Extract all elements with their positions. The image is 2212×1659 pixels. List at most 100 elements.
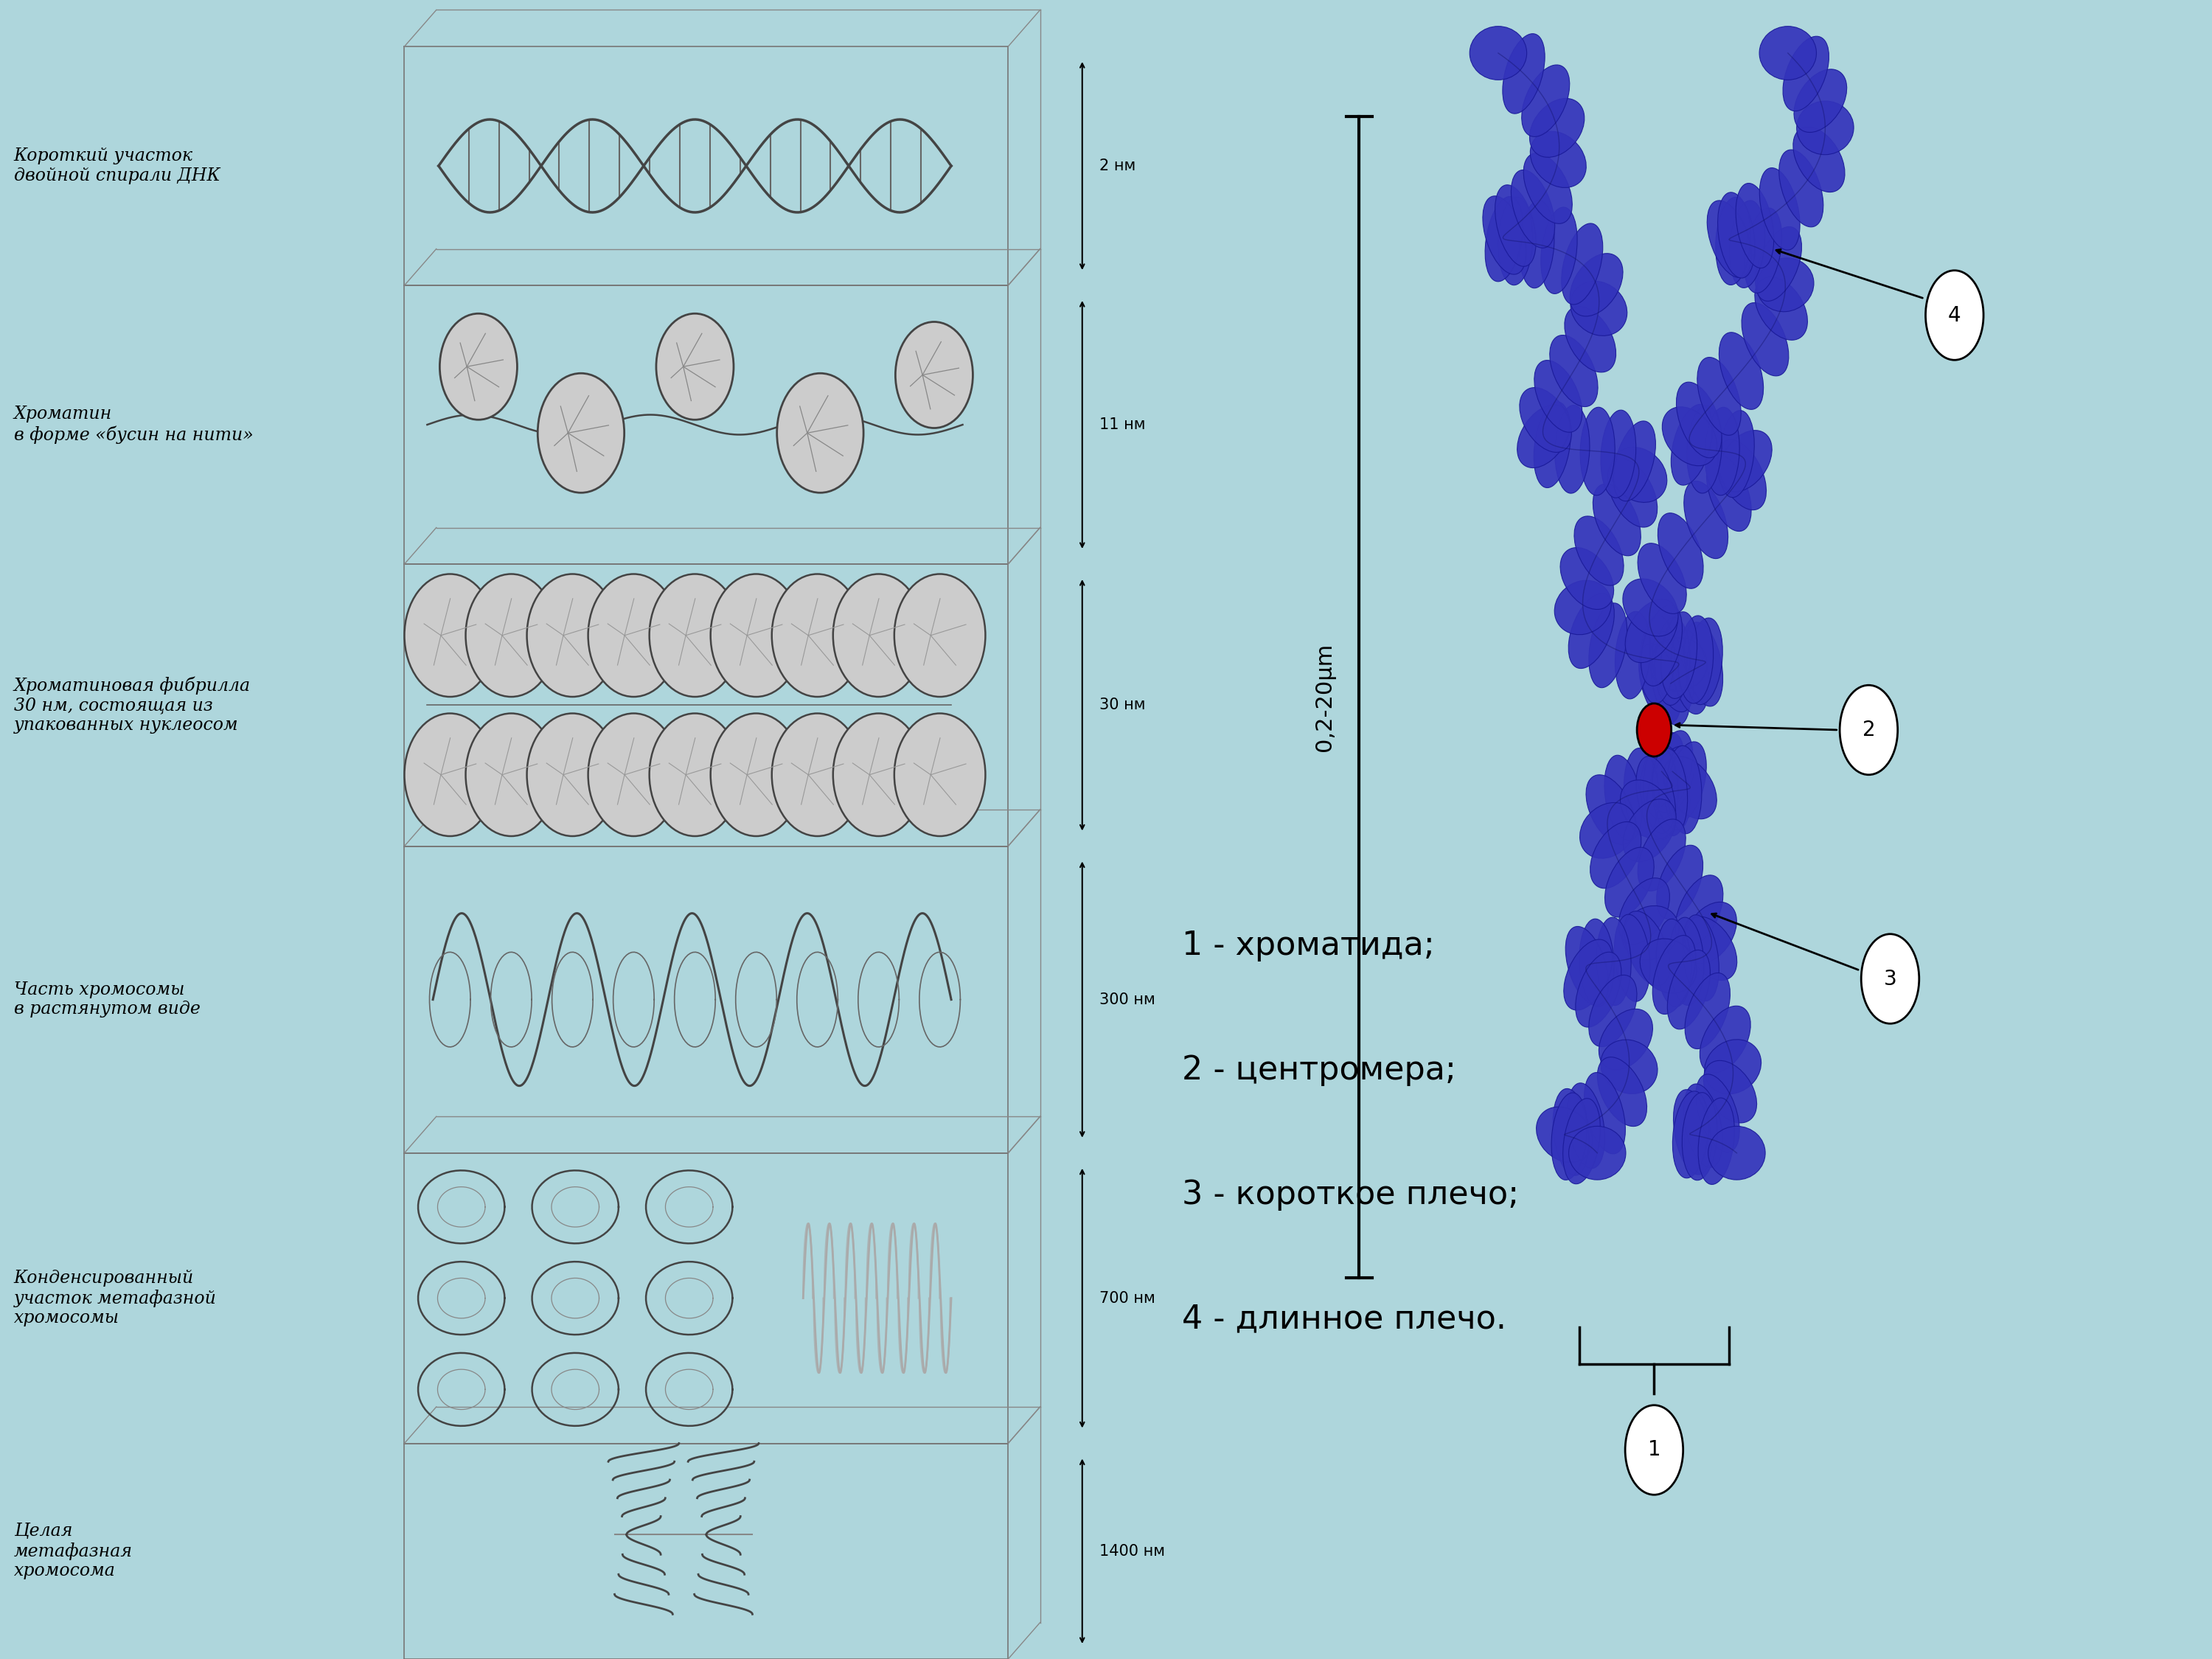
Ellipse shape: [1621, 780, 1674, 839]
Ellipse shape: [1703, 1060, 1756, 1123]
Ellipse shape: [1637, 757, 1677, 839]
Ellipse shape: [1672, 1092, 1708, 1178]
Ellipse shape: [1683, 917, 1736, 980]
Text: Конденсированный
участок метафазной
хромосомы: Конденсированный участок метафазной хром…: [13, 1269, 217, 1327]
Text: 700 нм: 700 нм: [1099, 1291, 1155, 1306]
Ellipse shape: [467, 713, 557, 836]
Ellipse shape: [1705, 1040, 1761, 1093]
Ellipse shape: [1670, 405, 1712, 484]
Ellipse shape: [1756, 257, 1814, 312]
Ellipse shape: [1657, 844, 1703, 919]
Ellipse shape: [1796, 101, 1854, 154]
Ellipse shape: [1597, 917, 1630, 1005]
FancyBboxPatch shape: [0, 0, 1139, 46]
Ellipse shape: [1511, 169, 1555, 247]
Ellipse shape: [1621, 906, 1679, 961]
Ellipse shape: [1551, 335, 1597, 406]
Ellipse shape: [1533, 401, 1571, 488]
Ellipse shape: [1615, 914, 1650, 1002]
Ellipse shape: [1639, 733, 1683, 810]
Ellipse shape: [1719, 430, 1772, 491]
Ellipse shape: [1657, 513, 1703, 589]
Ellipse shape: [1783, 36, 1829, 111]
Ellipse shape: [1686, 617, 1723, 705]
Ellipse shape: [1717, 197, 1750, 285]
Ellipse shape: [1648, 747, 1694, 820]
Ellipse shape: [710, 574, 801, 697]
Ellipse shape: [1688, 405, 1721, 493]
Ellipse shape: [440, 314, 518, 420]
Ellipse shape: [1756, 227, 1801, 302]
Ellipse shape: [1535, 360, 1582, 433]
Ellipse shape: [1717, 440, 1767, 509]
Ellipse shape: [1679, 615, 1714, 703]
Ellipse shape: [1469, 27, 1526, 80]
Ellipse shape: [1584, 1072, 1626, 1155]
Ellipse shape: [1683, 481, 1728, 559]
Circle shape: [1626, 1405, 1683, 1495]
Ellipse shape: [657, 314, 734, 420]
Ellipse shape: [1564, 939, 1613, 1010]
Ellipse shape: [1708, 1126, 1765, 1180]
Text: 4 - длинное плечо.: 4 - длинное плечо.: [1181, 1302, 1506, 1335]
Ellipse shape: [1699, 1005, 1750, 1073]
Ellipse shape: [1590, 821, 1641, 888]
Ellipse shape: [1571, 280, 1628, 335]
Ellipse shape: [650, 574, 741, 697]
Ellipse shape: [405, 574, 495, 697]
Text: 2: 2: [1863, 720, 1876, 740]
Ellipse shape: [1639, 644, 1681, 723]
Ellipse shape: [1639, 615, 1674, 703]
Ellipse shape: [1624, 579, 1679, 637]
Ellipse shape: [1553, 1088, 1588, 1176]
Ellipse shape: [1568, 594, 1615, 669]
Ellipse shape: [1657, 919, 1692, 1007]
Ellipse shape: [1601, 1040, 1657, 1093]
Ellipse shape: [1542, 207, 1577, 294]
Text: Короткий участок
двойной спирали ДНК: Короткий участок двойной спирали ДНК: [13, 148, 219, 184]
Ellipse shape: [1606, 848, 1655, 917]
Ellipse shape: [1719, 192, 1754, 279]
Ellipse shape: [776, 373, 863, 493]
Ellipse shape: [1588, 975, 1637, 1047]
Ellipse shape: [1652, 745, 1690, 830]
Ellipse shape: [1637, 542, 1686, 614]
Text: 1 - хроматида;: 1 - хроматида;: [1181, 929, 1436, 962]
Ellipse shape: [1686, 972, 1730, 1048]
Ellipse shape: [1520, 201, 1555, 289]
Ellipse shape: [1652, 936, 1697, 1014]
Ellipse shape: [526, 574, 617, 697]
Ellipse shape: [1705, 406, 1739, 496]
Text: 300 нм: 300 нм: [1099, 992, 1155, 1007]
Ellipse shape: [1571, 254, 1624, 317]
Ellipse shape: [1736, 182, 1774, 269]
Text: Часть хромосомы
в растянутом виде: Часть хромосомы в растянутом виде: [13, 980, 199, 1019]
Ellipse shape: [1683, 914, 1719, 1000]
Ellipse shape: [1610, 448, 1668, 503]
Ellipse shape: [1619, 878, 1670, 944]
Ellipse shape: [1624, 911, 1670, 985]
Ellipse shape: [1655, 617, 1690, 705]
Ellipse shape: [1639, 939, 1697, 994]
Ellipse shape: [1794, 70, 1847, 133]
Ellipse shape: [1564, 1098, 1599, 1185]
Ellipse shape: [1599, 1009, 1652, 1070]
Ellipse shape: [1759, 168, 1801, 251]
Ellipse shape: [1652, 748, 1688, 836]
Ellipse shape: [896, 322, 973, 428]
Ellipse shape: [1666, 742, 1705, 823]
Ellipse shape: [1741, 302, 1790, 377]
Ellipse shape: [1670, 917, 1703, 1005]
Ellipse shape: [1705, 455, 1752, 531]
Ellipse shape: [1528, 98, 1584, 158]
Ellipse shape: [1586, 775, 1635, 844]
Ellipse shape: [405, 713, 495, 836]
Ellipse shape: [772, 713, 863, 836]
Ellipse shape: [1677, 382, 1721, 458]
Ellipse shape: [834, 574, 925, 697]
Ellipse shape: [1699, 1098, 1734, 1185]
Ellipse shape: [1562, 224, 1604, 305]
Ellipse shape: [1652, 632, 1694, 712]
Ellipse shape: [1566, 926, 1608, 1005]
Text: Хроматин
в форме «бусин на нити»: Хроматин в форме «бусин на нити»: [13, 406, 252, 443]
